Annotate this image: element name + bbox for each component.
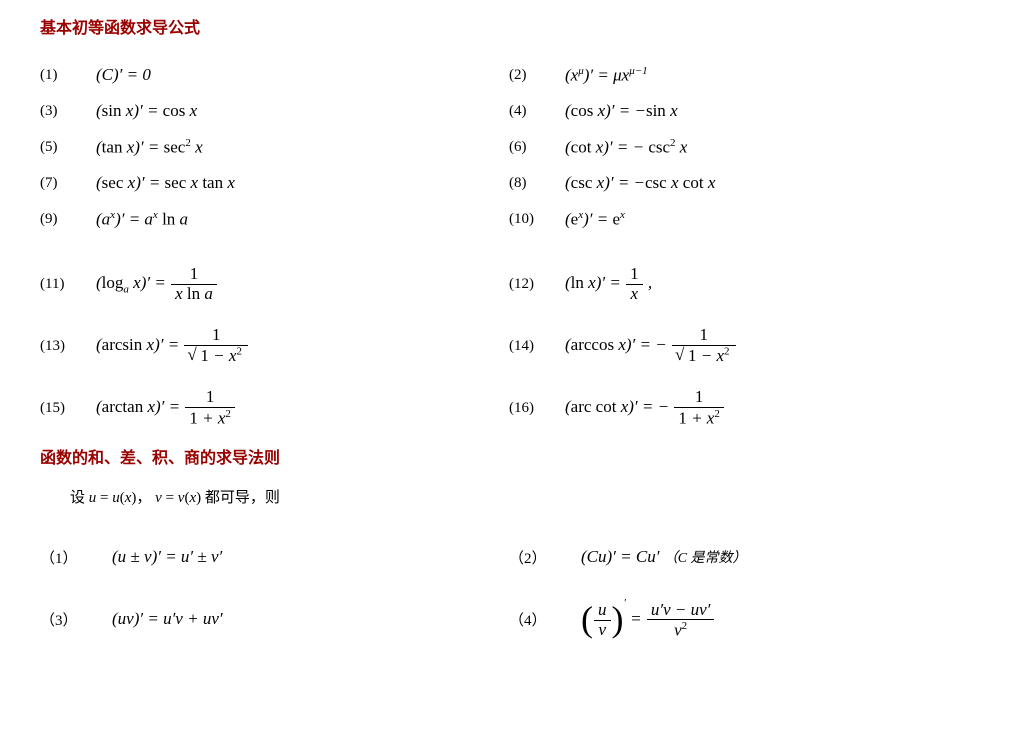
item-number: (5)	[40, 139, 96, 156]
item-number: (2)	[509, 67, 565, 84]
item-number: (1)	[40, 67, 96, 84]
formula-row: （2）(Cu)′ = Cu′ （C 是常数）	[509, 527, 978, 587]
formula-row: （4）(uv)′ = u′v − uv′v2	[509, 589, 978, 649]
item-number: (8)	[509, 175, 565, 192]
formula-row: (4)(cos x)′ = −sin x	[509, 94, 978, 128]
formula: (arcsin x)′ = 11 − x2	[96, 326, 249, 366]
section2-intro: 设 u = u(x)， v = v(x) 都可导，则	[70, 486, 978, 507]
section1-title: 基本初等函数求导公式	[40, 14, 978, 38]
formula: (uv)′ = u′v − uv′v2	[581, 597, 715, 640]
formula-row: (12)(ln x)′ = 1x ,	[509, 254, 978, 314]
formula: (csc x)′ = −csc x cot x	[565, 173, 715, 193]
formula: (arccos x)′ = − 11 − x2	[565, 326, 737, 366]
item-number: (4)	[509, 103, 565, 120]
formula-row: (3)(sin x)′ = cos x	[40, 94, 509, 128]
item-number: （3）	[40, 609, 112, 630]
item-number: (3)	[40, 103, 96, 120]
item-number: （1）	[40, 547, 112, 568]
formula: (loga x)′ = 1x ln a	[96, 265, 218, 303]
item-number: (12)	[509, 276, 565, 293]
formula: (ln x)′ = 1x ,	[565, 265, 652, 303]
formula-row: (1)(C)′ = 0	[40, 58, 509, 92]
formula-row: (13)(arcsin x)′ = 11 − x2	[40, 316, 509, 376]
formula-row: (7)(sec x)′ = sec x tan x	[40, 166, 509, 200]
formula: (sec x)′ = sec x tan x	[96, 173, 235, 193]
formula: (xμ)′ = μxμ−1	[565, 65, 648, 86]
col-right-c: （2）(Cu)′ = Cu′ （C 是常数）（4）(uv)′ = u′v − u…	[509, 525, 978, 651]
formula-row: (2)(xμ)′ = μxμ−1	[509, 58, 978, 92]
formula: (sin x)′ = cos x	[96, 101, 197, 121]
item-number: （2）	[509, 547, 581, 568]
col-left-a: (1)(C)′ = 0(3)(sin x)′ = cos x(5)(tan x)…	[40, 56, 509, 238]
item-number: (6)	[509, 139, 565, 156]
item-number: (15)	[40, 400, 96, 417]
formula: (uv)′ = u′v + uv′	[112, 609, 223, 629]
formula: (Cu)′ = Cu′ （C 是常数）	[581, 547, 747, 567]
formula: (arc cot x)′ = − 11 + x2	[565, 388, 725, 428]
formula: (arctan x)′ = 11 + x2	[96, 388, 236, 428]
item-number: (16)	[509, 400, 565, 417]
item-number: (9)	[40, 211, 96, 228]
formula: (cot x)′ = − csc2 x	[565, 137, 687, 158]
formula-row: (14)(arccos x)′ = − 11 − x2	[509, 316, 978, 376]
formula: (tan x)′ = sec2 x	[96, 137, 203, 158]
formula-row: (11)(loga x)′ = 1x ln a	[40, 254, 509, 314]
section1-block-a: (1)(C)′ = 0(3)(sin x)′ = cos x(5)(tan x)…	[40, 56, 978, 238]
formula-row: (15)(arctan x)′ = 11 + x2	[40, 378, 509, 438]
formula: (u ± v)′ = u′ ± v′	[112, 547, 222, 567]
formula: (C)′ = 0	[96, 65, 151, 85]
formula-row: （3）(uv)′ = u′v + uv′	[40, 589, 509, 649]
page: 基本初等函数求导公式 (1)(C)′ = 0(3)(sin x)′ = cos …	[0, 0, 1018, 671]
item-number: (14)	[509, 338, 565, 355]
col-left-c: （1）(u ± v)′ = u′ ± v′（3）(uv)′ = u′v + uv…	[40, 525, 509, 651]
formula: (ex)′ = ex	[565, 209, 625, 230]
formula-row: (5)(tan x)′ = sec2 x	[40, 130, 509, 164]
formula-row: (6)(cot x)′ = − csc2 x	[509, 130, 978, 164]
formula-row: (8)(csc x)′ = −csc x cot x	[509, 166, 978, 200]
formula-row: (16)(arc cot x)′ = − 11 + x2	[509, 378, 978, 438]
item-number: （4）	[509, 609, 581, 630]
col-right-a: (2)(xμ)′ = μxμ−1(4)(cos x)′ = −sin x(6)(…	[509, 56, 978, 238]
formula: (ax)′ = ax ln a	[96, 209, 188, 230]
item-number: (10)	[509, 211, 565, 228]
formula-row: (10)(ex)′ = ex	[509, 202, 978, 236]
section2-block: （1）(u ± v)′ = u′ ± v′（3）(uv)′ = u′v + uv…	[40, 525, 978, 651]
col-right-b: (12)(ln x)′ = 1x ,(14)(arccos x)′ = − 11…	[509, 252, 978, 440]
item-number: (11)	[40, 276, 96, 293]
item-number: (7)	[40, 175, 96, 192]
formula-row: (9)(ax)′ = ax ln a	[40, 202, 509, 236]
section2-title: 函数的和、差、积、商的求导法则	[40, 444, 978, 468]
col-left-b: (11)(loga x)′ = 1x ln a(13)(arcsin x)′ =…	[40, 252, 509, 440]
item-number: (13)	[40, 338, 96, 355]
section1-block-b: (11)(loga x)′ = 1x ln a(13)(arcsin x)′ =…	[40, 252, 978, 440]
formula: (cos x)′ = −sin x	[565, 101, 678, 121]
formula-row: （1）(u ± v)′ = u′ ± v′	[40, 527, 509, 587]
